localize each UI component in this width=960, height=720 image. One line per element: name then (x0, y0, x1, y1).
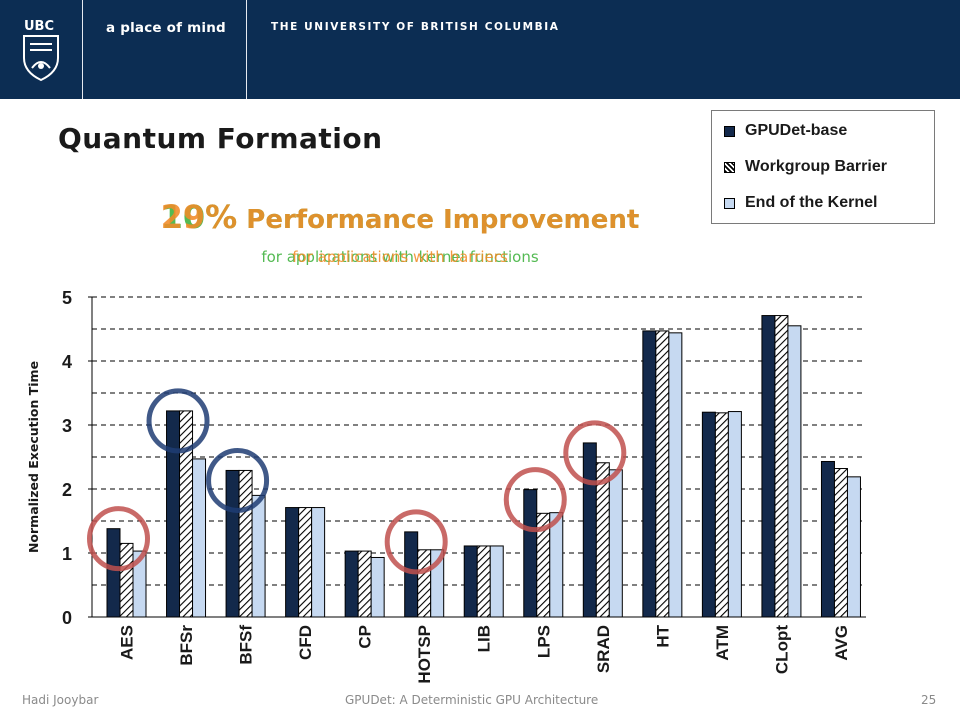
legend-swatch-hatch (724, 161, 735, 173)
chart-legend: GPUDet-base Workgroup Barrier End of the… (711, 110, 935, 224)
y-tick-label: 0 (62, 608, 72, 628)
bar-cfd-series-3 (311, 507, 326, 618)
header-bar: UBC a place of mind THE UNIVERSITY OF BR… (0, 0, 960, 99)
bar-cp-series-2 (357, 550, 372, 618)
annotation-orange-percent: 29% (160, 198, 238, 236)
bar-avg-series-1 (820, 460, 835, 618)
bar-atm-series-1 (701, 411, 716, 618)
highlight-circle-bfsr (146, 388, 210, 454)
y-tick-label: 1 (62, 544, 72, 564)
header-divider (82, 0, 83, 99)
bar-bfsf-series-2 (238, 469, 253, 618)
x-tick-label: LIB (475, 625, 494, 652)
bar-bfsf-series-3 (251, 494, 266, 618)
bar-cp-series-3 (370, 556, 385, 618)
x-tick-label: CFD (296, 625, 315, 660)
bar-clopt-series-3 (787, 325, 802, 618)
bar-lps-series-1 (523, 489, 538, 618)
y-axis-label: Normalized Execution Time (26, 361, 41, 553)
footer-title: GPUDet: A Deterministic GPU Architecture (345, 693, 599, 707)
footer-author: Hadi Jooybar (22, 693, 99, 707)
bar-srad-series-3 (608, 469, 623, 618)
legend-item-gpudet-base: GPUDet-base (724, 121, 847, 141)
x-tick-label: AES (118, 625, 137, 660)
bar-cfd-series-1 (285, 507, 300, 618)
y-tick-label: 2 (62, 480, 72, 500)
annotation-orange-text: Performance Improvement (237, 205, 640, 235)
highlight-circle-lps (503, 467, 567, 533)
highlight-circle-hotsp (384, 509, 448, 575)
bar-avg-series-2 (833, 468, 848, 618)
x-tick-label: LPS (534, 625, 553, 658)
header-divider (246, 0, 247, 99)
annotation-green-sub: for applications with kernel functions (261, 248, 539, 266)
annotation-orange-headline: 29% Performance Improvement (0, 198, 800, 236)
bar-aes-series-2 (119, 542, 134, 618)
x-tick-label: CLopt (772, 625, 791, 674)
highlight-circle-bfsf (206, 447, 270, 513)
y-tick-label: 5 (62, 288, 72, 308)
highlight-circle-aes (87, 506, 150, 572)
x-tick-label: BFSf (237, 625, 256, 665)
slide-title: Quantum Formation (58, 122, 383, 155)
x-tick-label: HOTSP (415, 625, 434, 684)
legend-item-end-of-kernel: End of the Kernel (724, 193, 877, 213)
x-tick-label: ATM (713, 625, 732, 661)
bar-lib-series-3 (489, 545, 504, 618)
annotation-green-text: Performance Improvement (237, 205, 640, 235)
bar-bfsr-series-2 (179, 410, 194, 618)
footer-page-number: 25 (921, 693, 937, 707)
legend-item-workgroup-barrier: Workgroup Barrier (724, 157, 887, 177)
x-tick-label: HT (653, 624, 672, 647)
bar-aes-series-3 (132, 550, 147, 618)
bar-cp-series-1 (344, 550, 359, 618)
legend-label: GPUDet-base (745, 122, 848, 139)
y-tick-label: 3 (62, 416, 72, 436)
bar-ht-series-3 (668, 332, 683, 618)
bar-clopt-series-2 (774, 315, 789, 618)
university-name: THE UNIVERSITY OF BRITISH COLUMBIA (271, 21, 560, 33)
bar-lib-series-2 (476, 545, 491, 618)
bar-bfsr-series-1 (166, 410, 181, 618)
bar-lib-series-1 (463, 545, 478, 618)
legend-label: End of the Kernel (745, 194, 878, 211)
bar-atm-series-3 (727, 411, 742, 618)
x-tick-label: BFSr (177, 625, 196, 666)
highlight-circle-srad (563, 420, 627, 486)
bar-ht-series-2 (655, 330, 670, 618)
bar-lps-series-3 (549, 512, 564, 618)
bar-clopt-series-1 (761, 315, 776, 618)
bar-cfd-series-2 (298, 507, 313, 618)
x-tick-label: AVG (832, 625, 851, 661)
legend-swatch-solid-navy (724, 125, 735, 137)
bar-hotsp-series-1 (404, 531, 419, 618)
x-tick-label: CP (356, 625, 375, 649)
bar-atm-series-2 (714, 412, 729, 618)
annotation-green-headline: 10% Performance Improvement (0, 198, 800, 236)
bar-aes-series-1 (106, 528, 121, 618)
ubc-logo: UBC (0, 0, 82, 99)
bar-ht-series-1 (642, 330, 657, 618)
legend-swatch-light-blue (724, 197, 735, 209)
ubc-logo-text: UBC (24, 19, 54, 34)
annotation-orange-sub: for applications with barriers (292, 248, 508, 266)
tagline: a place of mind (106, 20, 226, 36)
bar-hotsp-series-2 (417, 549, 432, 618)
bar-srad-series-2 (595, 462, 610, 618)
bar-avg-series-3 (846, 476, 861, 618)
bar-srad-series-1 (582, 442, 597, 618)
y-tick-label: 4 (62, 352, 72, 372)
legend-label: Workgroup Barrier (745, 158, 887, 175)
bar-bfsr-series-3 (192, 458, 207, 618)
bar-bfsf-series-1 (225, 469, 240, 618)
x-tick-label: SRAD (594, 625, 613, 673)
annotation-green-percent: 10% (160, 198, 238, 236)
